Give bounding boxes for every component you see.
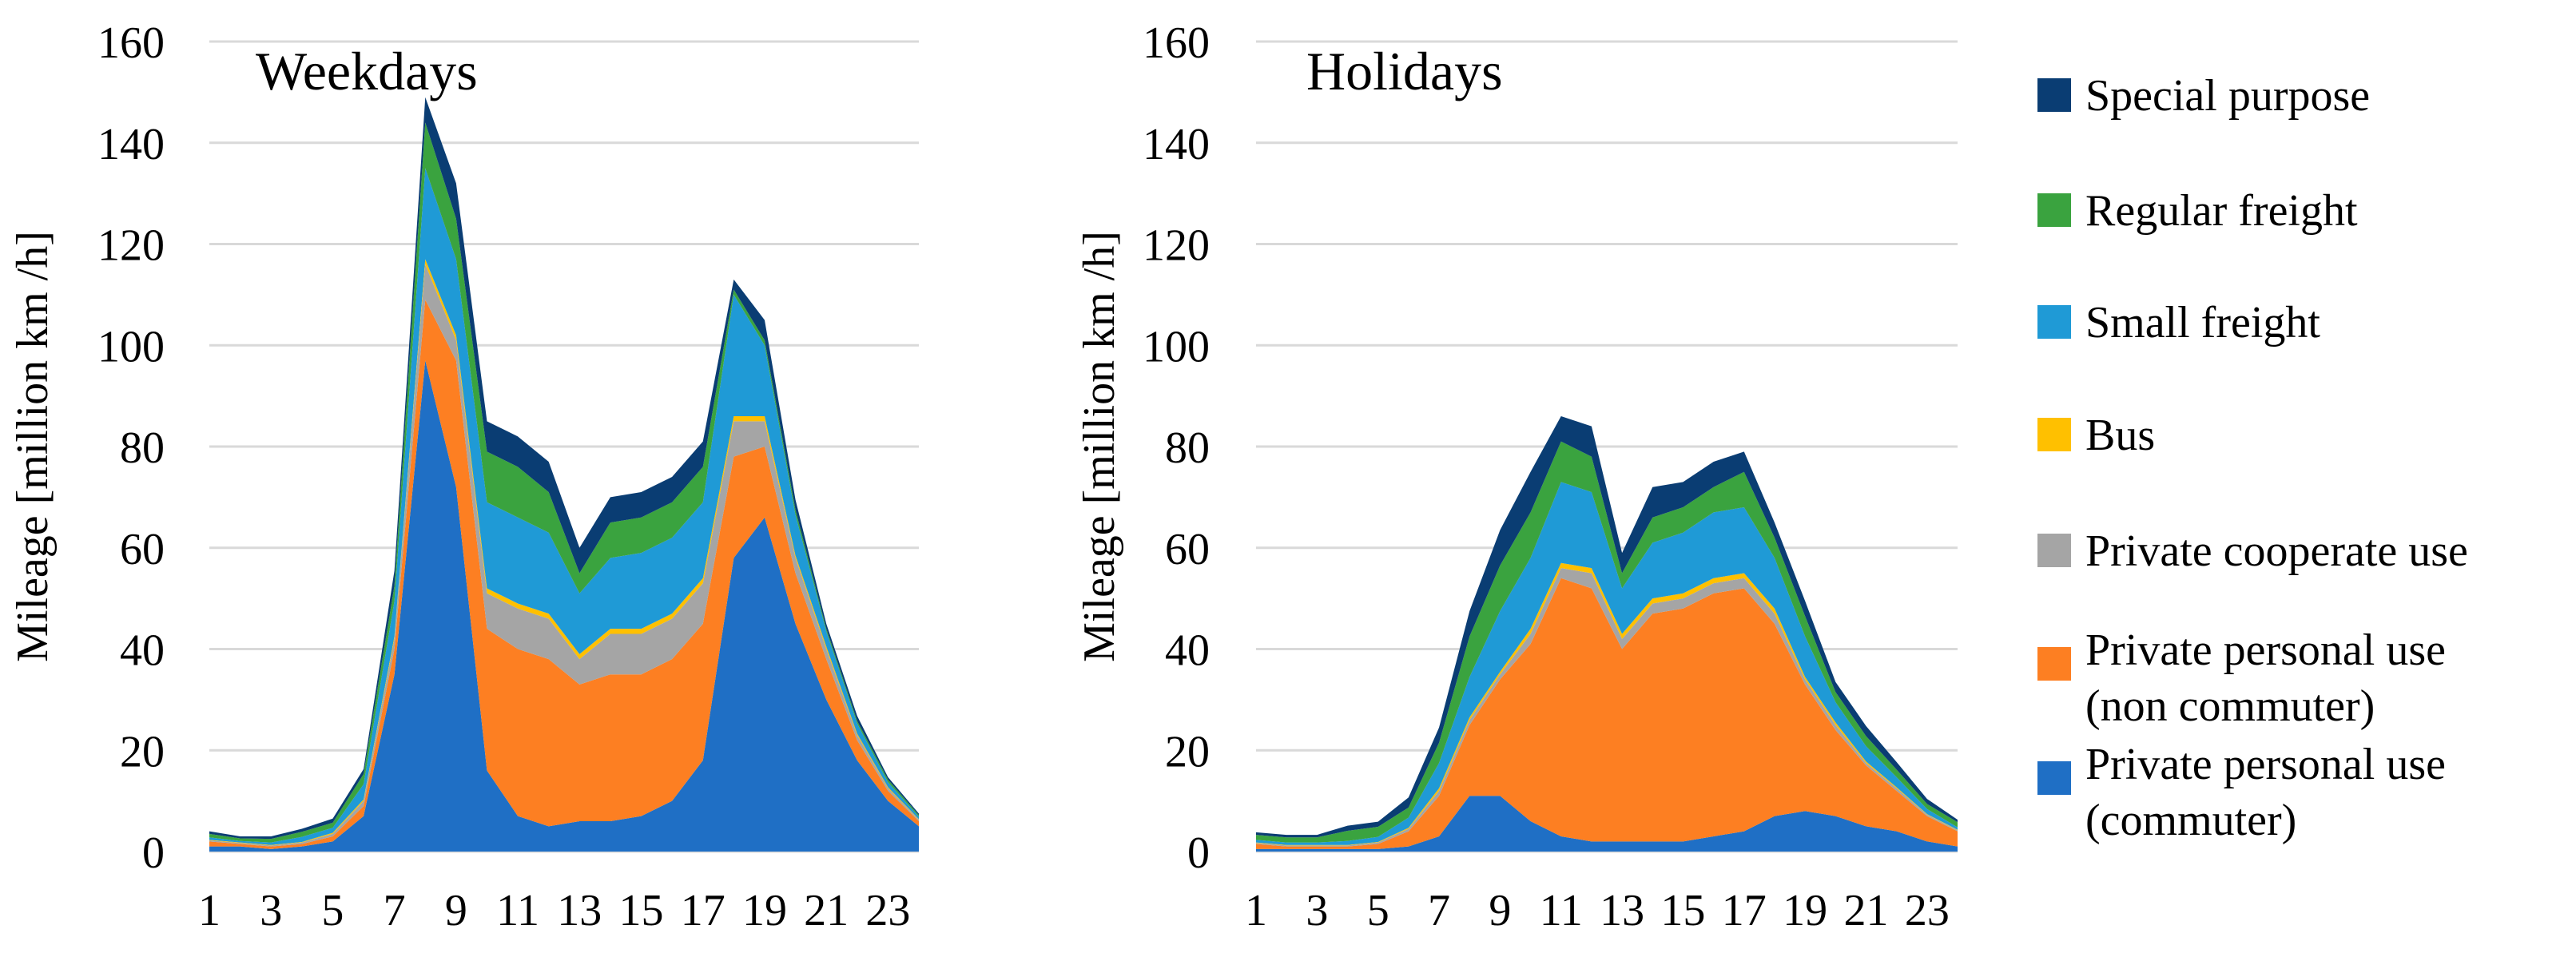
holidays-ytick-label: 160 <box>1143 18 1210 68</box>
holidays-ylabel: Mileage [million km /h] <box>1075 231 1124 662</box>
weekdays-ytick-label: 80 <box>120 423 165 473</box>
weekdays-xtick-label: 3 <box>260 886 282 935</box>
holidays-xtick-label: 21 <box>1843 886 1888 935</box>
legend-swatch-regular-freight <box>2037 193 2071 227</box>
holidays-ytick-label: 60 <box>1165 525 1210 574</box>
holidays-ytick-label: 0 <box>1187 828 1210 878</box>
holidays-xtick-label: 13 <box>1600 886 1644 935</box>
weekdays-ytick-label: 160 <box>97 18 165 68</box>
weekdays-ytick-label: 0 <box>142 828 165 878</box>
legend-swatch-small-freight <box>2037 305 2071 339</box>
weekdays-xtick-label: 23 <box>865 886 910 935</box>
holidays-xtick-label: 9 <box>1489 886 1511 935</box>
holidays-ytick-label: 100 <box>1143 322 1210 371</box>
weekdays-ytick-label: 60 <box>120 525 165 574</box>
weekdays-area-private-personal-use-non-commuter <box>209 300 919 849</box>
holidays-area-special-purpose <box>1256 415 1958 838</box>
weekdays-area-private-personal-use-commuter <box>209 360 919 852</box>
weekdays-xtick-label: 13 <box>557 886 602 935</box>
weekdays-xtick-label: 21 <box>804 886 849 935</box>
legend-label-special-purpose: Special purpose <box>2085 71 2370 121</box>
weekdays-ytick-label: 120 <box>97 221 165 271</box>
holidays-area-regular-freight <box>1256 441 1958 843</box>
holidays-ytick-label: 140 <box>1143 120 1210 169</box>
weekdays-xtick-label: 9 <box>445 886 467 935</box>
weekdays-xtick-label: 15 <box>619 886 664 935</box>
legend-label-private-personal-use-commuter: Private personal use (commuter) <box>2085 740 2446 845</box>
weekdays-xtick-label: 19 <box>742 886 787 935</box>
holidays-ytick-label: 80 <box>1165 423 1210 473</box>
weekdays-ytick-label: 140 <box>97 120 165 169</box>
legend-label-private-cooperate-use: Private cooperate use <box>2085 526 2468 576</box>
holidays-xtick-label: 3 <box>1306 886 1328 935</box>
weekdays-xtick-label: 11 <box>496 886 539 935</box>
holidays-xtick-label: 1 <box>1245 886 1267 935</box>
holidays-xtick-label: 5 <box>1367 886 1389 935</box>
holidays-xtick-label: 19 <box>1783 886 1827 935</box>
legend-swatch-private-personal-use-commuter <box>2037 761 2071 795</box>
legend-label-private-personal-use-non-commuter: Private personal use (non commuter) <box>2085 625 2446 731</box>
legend-label-regular-freight: Regular freight <box>2085 186 2358 236</box>
holidays-ytick-label: 120 <box>1143 221 1210 271</box>
holidays-ytick-label: 20 <box>1165 727 1210 776</box>
legend-label-small-freight: Small freight <box>2085 298 2320 347</box>
holidays-title: Holidays <box>1306 41 1503 101</box>
holidays-area-private-personal-use-commuter <box>1256 796 1958 852</box>
legend-swatch-special-purpose <box>2037 78 2071 112</box>
legend-swatch-private-personal-use-non-commuter <box>2037 647 2071 681</box>
weekdays-ytick-label: 40 <box>120 626 165 676</box>
holidays-area-small-freight <box>1256 482 1958 845</box>
weekdays-xtick-label: 7 <box>384 886 406 935</box>
weekdays-xtick-label: 1 <box>198 886 221 935</box>
legend-label-bus: Bus <box>2085 411 2155 460</box>
holidays-xtick-label: 23 <box>1905 886 1950 935</box>
legend-swatch-bus <box>2037 418 2071 451</box>
weekdays-area-regular-freight <box>209 122 919 843</box>
holidays-area-private-personal-use-non-commuter <box>1256 578 1958 849</box>
holidays-xtick-label: 17 <box>1722 886 1767 935</box>
weekdays-xtick-label: 17 <box>681 886 725 935</box>
holidays-xtick-label: 7 <box>1428 886 1450 935</box>
weekdays-area-small-freight <box>209 168 919 845</box>
holidays-xtick-label: 11 <box>1540 886 1583 935</box>
weekdays-xtick-label: 5 <box>321 886 344 935</box>
holidays-area-private-cooperate-use <box>1256 568 1958 847</box>
holidays-ytick-label: 40 <box>1165 626 1210 676</box>
legend: Special purpose Regular freight Small frei… <box>2037 71 2468 845</box>
holidays-xtick-label: 15 <box>1660 886 1705 935</box>
legend-swatch-private-cooperate-use <box>2037 534 2071 567</box>
weekdays-ytick-label: 100 <box>97 322 165 371</box>
weekdays-title: Weekdays <box>256 41 478 101</box>
weekdays-ytick-label: 20 <box>120 727 165 776</box>
weekdays-ylabel: Mileage [million km /h] <box>8 231 58 662</box>
